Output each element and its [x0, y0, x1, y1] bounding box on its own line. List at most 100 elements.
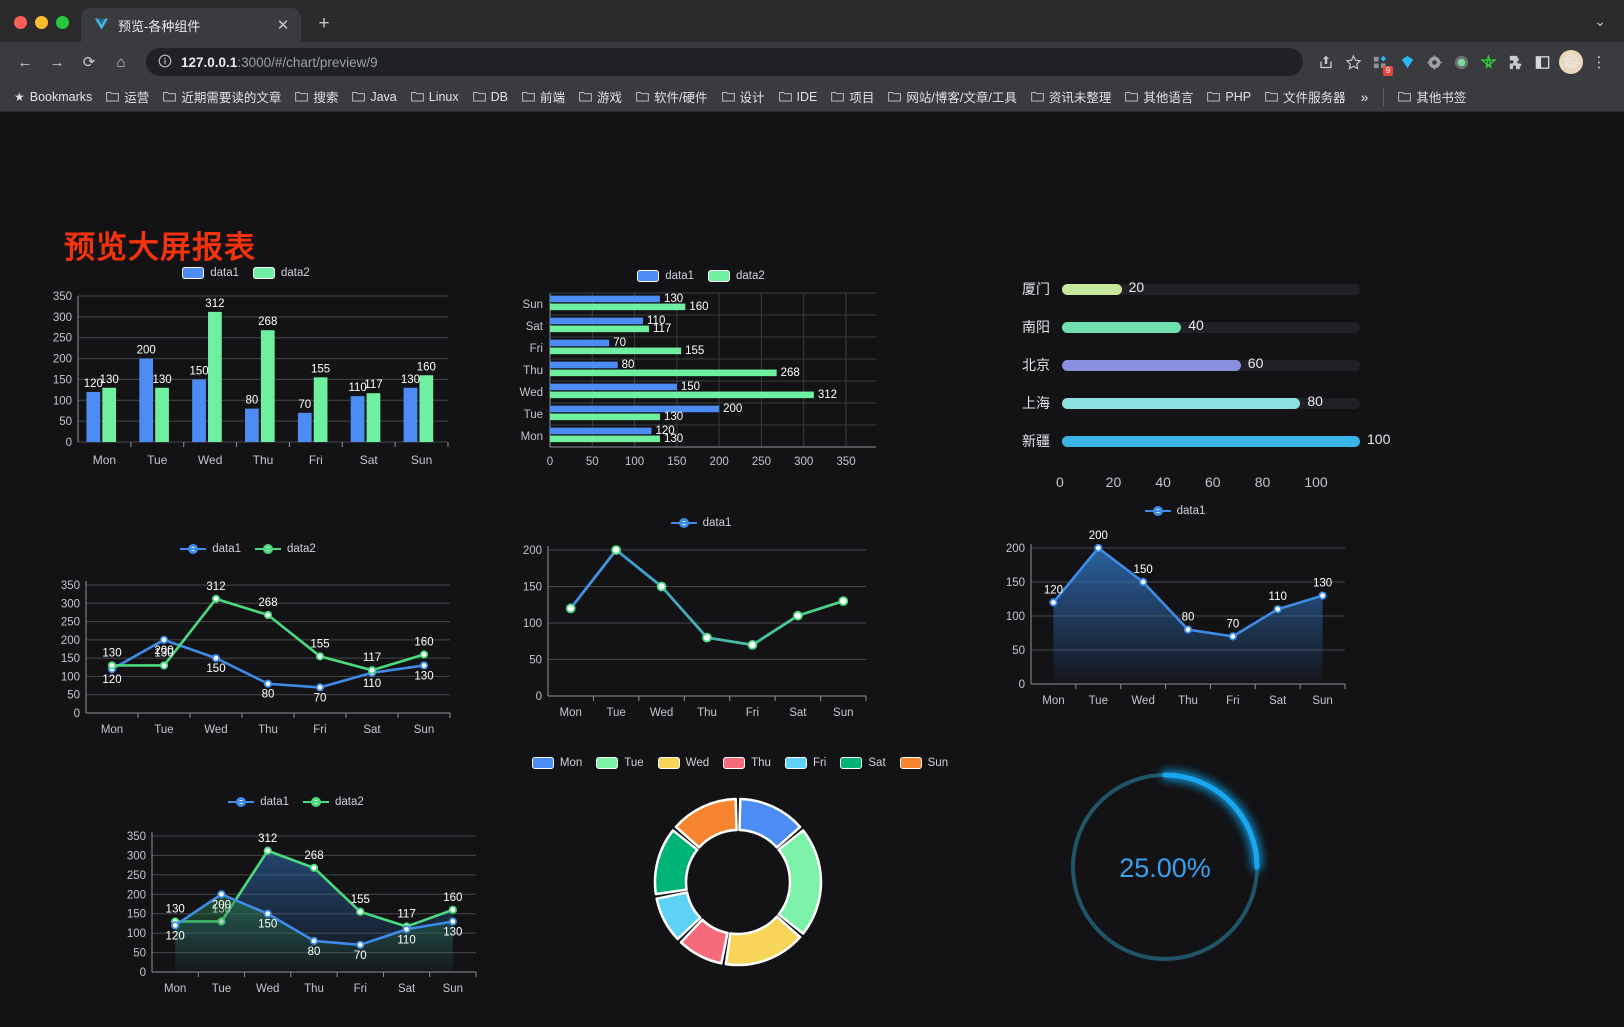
bookmark-folder-3[interactable]: Java — [346, 87, 402, 107]
bookmark-label: 文件服务器 — [1283, 91, 1346, 105]
legend-swatch-data1 — [637, 270, 660, 282]
bookmark-folder-1[interactable]: 近期需要读的文章 — [157, 84, 287, 109]
maximize-window-button[interactable] — [56, 16, 69, 29]
legend-item-Thu[interactable]: Thu — [723, 757, 771, 769]
back-button[interactable]: ← — [17, 53, 33, 71]
bar-data1-Sun — [403, 387, 418, 442]
avatar[interactable]: 😄 — [1559, 50, 1583, 74]
bookmark-label: PHP — [1225, 89, 1252, 104]
point-value-label: 150 — [1134, 564, 1153, 576]
browser-menu-button[interactable]: ⋮ — [1591, 54, 1607, 71]
bookmark-folder-15[interactable]: PHP — [1201, 87, 1257, 107]
donut-slice-Tue[interactable] — [777, 829, 823, 935]
donut-slice-Sun[interactable] — [674, 797, 738, 849]
new-tab-button[interactable]: + — [318, 13, 330, 34]
bookmark-star-icon[interactable] — [1340, 49, 1366, 75]
chevron-down-icon[interactable]: ⌄ — [1594, 13, 1606, 29]
forward-button[interactable]: → — [49, 53, 65, 71]
y-tick-label: Wed — [520, 387, 543, 399]
legend-marker-data2 — [303, 797, 329, 807]
legend-item-data1[interactable]: data1 — [180, 543, 241, 555]
window-controls[interactable] — [0, 16, 81, 42]
point-data1-Sun — [1318, 591, 1327, 600]
bookmark-folder-4[interactable]: Linux — [405, 87, 465, 107]
bookmarks-overflow-button[interactable]: » — [1360, 88, 1369, 105]
browser-tab[interactable]: 预览-各种组件 ✕ — [81, 8, 301, 42]
legend-item-Wed[interactable]: Wed — [657, 757, 709, 769]
star-green-extension-icon[interactable] — [1475, 49, 1501, 75]
legend-item-Tue[interactable]: Tue — [596, 757, 644, 769]
bar-data1-Thu — [550, 361, 618, 369]
donut-slice-Fri[interactable] — [655, 891, 702, 941]
bookmark-folder-7[interactable]: 游戏 — [573, 84, 628, 109]
folder-icon — [410, 91, 424, 102]
bookmark-folder-8[interactable]: 软件/硬件 — [630, 84, 713, 109]
bookmark-folder-14[interactable]: 其他语言 — [1119, 84, 1199, 109]
bar-value-label: 120 — [655, 425, 674, 437]
legend-item-data1[interactable]: data1 — [670, 517, 731, 529]
puzzle-extensions-icon[interactable] — [1502, 49, 1528, 75]
bookmark-label: 资讯未整理 — [1048, 91, 1112, 105]
point-value-label: 70 — [314, 692, 327, 704]
legend-item-data2[interactable]: data2 — [303, 796, 364, 808]
point-data1-Sun — [419, 661, 429, 670]
legend-item-data1[interactable]: data1 — [1144, 505, 1205, 517]
legend-item-Mon[interactable]: Mon — [531, 757, 582, 769]
bookmark-label: 运营 — [124, 91, 150, 105]
close-window-button[interactable] — [14, 16, 27, 29]
legend-item-Fri[interactable]: Fri — [784, 757, 826, 769]
legend-item-data2[interactable]: data2 — [708, 270, 765, 282]
donut-slice-Thu[interactable] — [679, 918, 729, 965]
other-bookmarks-folder[interactable]: 其他书签 — [1392, 84, 1472, 109]
close-icon[interactable]: ✕ — [276, 17, 290, 34]
bookmarks-root[interactable]: ★ Bookmarks — [8, 87, 98, 107]
donut-slice-Sat[interactable] — [653, 829, 699, 896]
folder-icon — [352, 91, 366, 102]
donut-slice-Wed[interactable] — [724, 915, 802, 967]
y-tick-label: 50 — [133, 948, 146, 960]
side-panel-icon[interactable] — [1529, 49, 1555, 75]
bar-data2-Thu — [260, 330, 275, 442]
chart-bar-vertical: data1 data2 0 50 100 150 200 250 300 350 Mon 120 1… — [36, 262, 456, 482]
gear-extension-icon[interactable] — [1421, 49, 1447, 75]
bookmark-folder-2[interactable]: 搜索 — [289, 84, 344, 109]
legend-label-data2: data2 — [281, 267, 310, 279]
address-bar[interactable]: 127.0.0.1:3000/#/chart/preview/9 — [146, 48, 1303, 76]
extension-grid-icon[interactable]: 9 — [1367, 49, 1393, 76]
bookmark-folder-0[interactable]: 运营 — [100, 84, 155, 109]
legend-item-data1[interactable]: data1 — [228, 796, 289, 808]
folder-icon — [1207, 91, 1221, 102]
home-button[interactable]: ⌂ — [116, 53, 126, 71]
minimize-window-button[interactable] — [35, 16, 48, 29]
bookmark-folder-5[interactable]: DB — [467, 87, 514, 107]
diamond-extension-icon[interactable] — [1394, 49, 1420, 75]
bookmark-folder-13[interactable]: 资讯未整理 — [1025, 84, 1118, 109]
legend-item-data1[interactable]: data1 — [637, 270, 694, 282]
legend-item-data2[interactable]: data2 — [253, 267, 310, 279]
legend-item-data2[interactable]: data2 — [255, 543, 316, 555]
bookmark-folder-6[interactable]: 前端 — [516, 84, 571, 109]
x-tick-label: Sat — [789, 707, 807, 719]
bookmark-folder-12[interactable]: 网站/博客/文章/工具 — [882, 84, 1022, 109]
bookmark-folder-16[interactable]: 文件服务器 — [1259, 84, 1352, 109]
point-data2-Fri — [315, 652, 325, 661]
bookmark-folder-11[interactable]: 项目 — [825, 84, 880, 109]
green-circle-extension-icon[interactable] — [1448, 49, 1474, 75]
bookmark-folder-10[interactable]: IDE — [773, 87, 824, 107]
x-tick-label: Wed — [650, 707, 673, 719]
bookmark-folder-9[interactable]: 设计 — [716, 84, 771, 109]
legend-item-data1[interactable]: data1 — [182, 267, 239, 279]
point-data1-Sat — [792, 610, 803, 621]
share-icon[interactable] — [1313, 49, 1339, 75]
area-right-plot: 0 50 100 150 200 Mon Tue Wed Thu Fri Sat Sun 120 200 1… — [1006, 530, 1346, 707]
bookmark-folder-list: 运营 近期需要读的文章 搜索 Java Linux DB 前端 游戏 软件/硬件 设计 IDE 项目 网… — [100, 84, 1351, 109]
legend-item-Sun[interactable]: Sun — [899, 757, 948, 769]
donut-slice-Mon[interactable] — [738, 797, 802, 849]
toolbar-actions: 9 😄 ⋮ — [1313, 47, 1614, 77]
reload-button[interactable]: ⟳ — [82, 54, 96, 71]
legend-swatch-Tue — [596, 757, 619, 769]
info-icon[interactable] — [158, 54, 172, 71]
point-value-label: 80 — [308, 946, 321, 958]
point-value-label: 120 — [166, 930, 185, 942]
legend-item-Sat[interactable]: Sat — [840, 757, 886, 769]
